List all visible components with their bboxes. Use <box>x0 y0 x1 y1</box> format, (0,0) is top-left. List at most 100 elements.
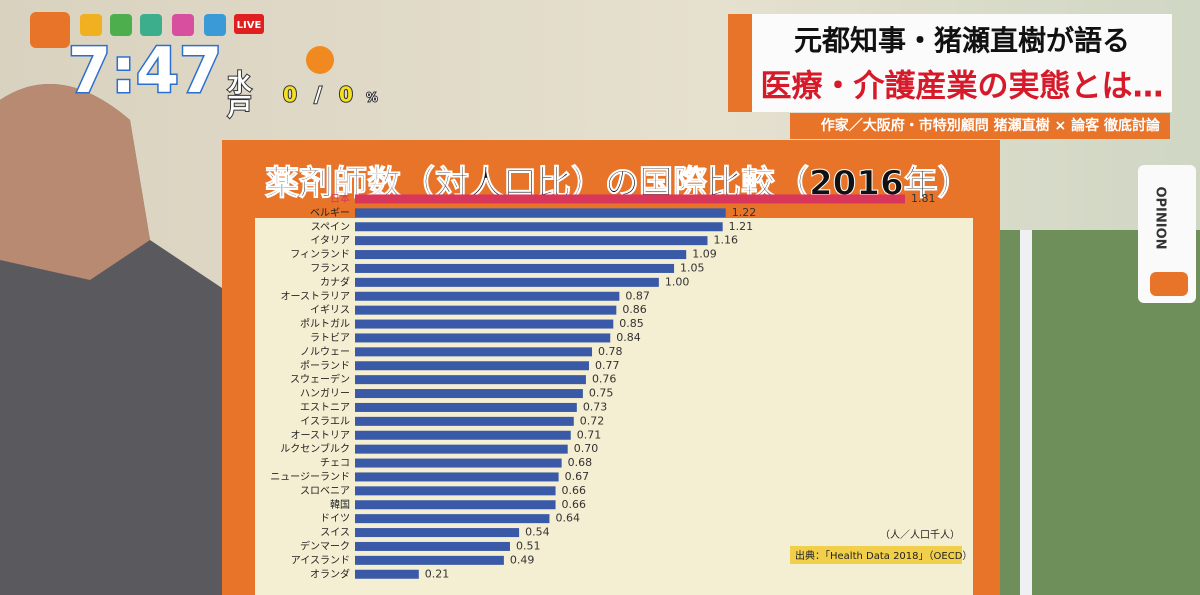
unit-note: （人／人口千人） <box>880 529 960 541</box>
bar <box>355 389 583 399</box>
headline: 元都知事・猪瀬直樹が語る <box>794 24 1130 57</box>
y-tick-label: スロベニア <box>300 485 350 497</box>
opinion-label[interactable]: OPINION <box>1153 186 1168 249</box>
value-label: 0.87 <box>625 289 650 302</box>
bar-chart: 日本 1.81 ベルギー 1.22 スペイン 1.21 イタリア 1.16 フィンランド 1.09… <box>270 192 935 580</box>
studio-light <box>1020 230 1032 595</box>
bar <box>355 291 620 301</box>
value-label: 0.84 <box>616 331 641 344</box>
value-label: 0.76 <box>592 373 617 386</box>
value-label: 0.73 <box>583 400 608 413</box>
bar <box>355 319 614 329</box>
bar <box>355 472 559 482</box>
y-tick-label: スウェーデン <box>290 373 350 386</box>
y-tick-label: オーストラリア <box>281 290 351 302</box>
opinion-icon <box>1150 272 1188 296</box>
bar <box>355 528 520 538</box>
y-tick-label: ポルトガル <box>300 318 350 330</box>
bar <box>355 458 562 468</box>
headline-emphasis: 医療・介護産業の実態とは… <box>761 69 1164 105</box>
value-label: 0.85 <box>619 317 644 330</box>
value-label: 1.16 <box>713 234 738 247</box>
value-label: 1.05 <box>680 261 705 274</box>
bar <box>355 305 617 315</box>
bar <box>355 250 687 260</box>
rain-separator: / <box>314 83 322 107</box>
icon <box>172 14 194 36</box>
bar <box>355 541 510 551</box>
bar <box>355 277 659 287</box>
y-tick-label: 韓国 <box>330 499 350 511</box>
y-tick-label: ベルギー <box>310 207 350 219</box>
y-tick-label: エストニア <box>300 402 350 413</box>
value-label: 0.54 <box>525 526 550 539</box>
value-label: 0.72 <box>580 414 605 427</box>
value-label: 0.77 <box>595 359 620 372</box>
bar <box>355 430 571 440</box>
bar <box>355 444 568 454</box>
y-tick-label: フィンランド <box>290 249 350 261</box>
bar <box>355 416 574 426</box>
y-tick-label: ニュージーランド <box>270 471 350 483</box>
clock: 7:47 <box>68 34 222 107</box>
icon <box>80 14 102 36</box>
value-label: 0.78 <box>598 345 623 358</box>
y-tick-label: オランダ <box>310 567 350 580</box>
y-tick-label: スイス <box>320 528 350 539</box>
bar <box>355 333 611 343</box>
icon <box>204 14 226 36</box>
live-label: LIVE <box>237 20 262 31</box>
value-label: 0.70 <box>574 442 599 455</box>
live-badge <box>234 14 264 34</box>
icon <box>140 14 162 36</box>
icon <box>110 14 132 36</box>
y-tick-label: ラトビア <box>310 332 350 344</box>
value-label: 1.81 <box>911 192 936 205</box>
y-tick-label: デンマーク <box>300 539 350 552</box>
y-tick-label: オーストリア <box>291 429 351 441</box>
bar <box>355 236 708 246</box>
y-tick-label: チェコ <box>320 457 350 469</box>
bar <box>355 263 675 273</box>
value-label: 0.51 <box>516 539 541 552</box>
source-box <box>790 546 962 564</box>
value-label: 0.66 <box>562 498 587 511</box>
y-tick-label: ハンガリー <box>300 388 350 400</box>
bar <box>355 347 593 357</box>
icon-row: LIVE <box>30 12 264 48</box>
y-tick-label: イタリア <box>310 235 350 247</box>
value-label: 0.21 <box>425 567 450 580</box>
y-tick-label: ノルウェー <box>300 346 350 358</box>
y-tick-label: 日本 <box>330 192 350 205</box>
sun-icon <box>306 46 334 74</box>
subline: 作家／大阪府・市特別顧問 猪瀬直樹 × 論客 徹底討論 <box>821 117 1161 134</box>
y-tick-label: ドイツ <box>320 514 350 525</box>
bar <box>355 208 726 218</box>
rain-value: 0 <box>283 83 297 107</box>
y-tick-label: フランス <box>310 262 350 274</box>
value-label: 0.86 <box>622 303 647 316</box>
y-tick-label: スペイン <box>311 222 350 233</box>
bar <box>355 486 556 496</box>
bar <box>355 361 589 371</box>
bar <box>355 375 586 385</box>
value-label: 0.67 <box>565 470 590 483</box>
y-tick-label: イギリス <box>310 304 350 316</box>
value-label: 1.22 <box>732 206 757 219</box>
value-label: 0.49 <box>510 553 535 566</box>
bar <box>355 514 550 524</box>
bar <box>355 569 419 579</box>
rain-value: 0 <box>339 83 353 107</box>
y-tick-label: ポーランド <box>300 360 350 372</box>
source: 出典：「Health Data 2018」（OECD） <box>795 549 972 562</box>
bar <box>355 402 577 412</box>
opinion-tab[interactable] <box>1138 165 1196 303</box>
y-tick-label: ルクセンブルク <box>280 442 350 455</box>
icon <box>30 12 70 48</box>
bar <box>355 194 905 204</box>
value-label: 1.09 <box>692 248 717 261</box>
bar <box>355 500 556 510</box>
value-label: 0.75 <box>589 387 614 400</box>
value-label: 0.68 <box>568 456 593 469</box>
